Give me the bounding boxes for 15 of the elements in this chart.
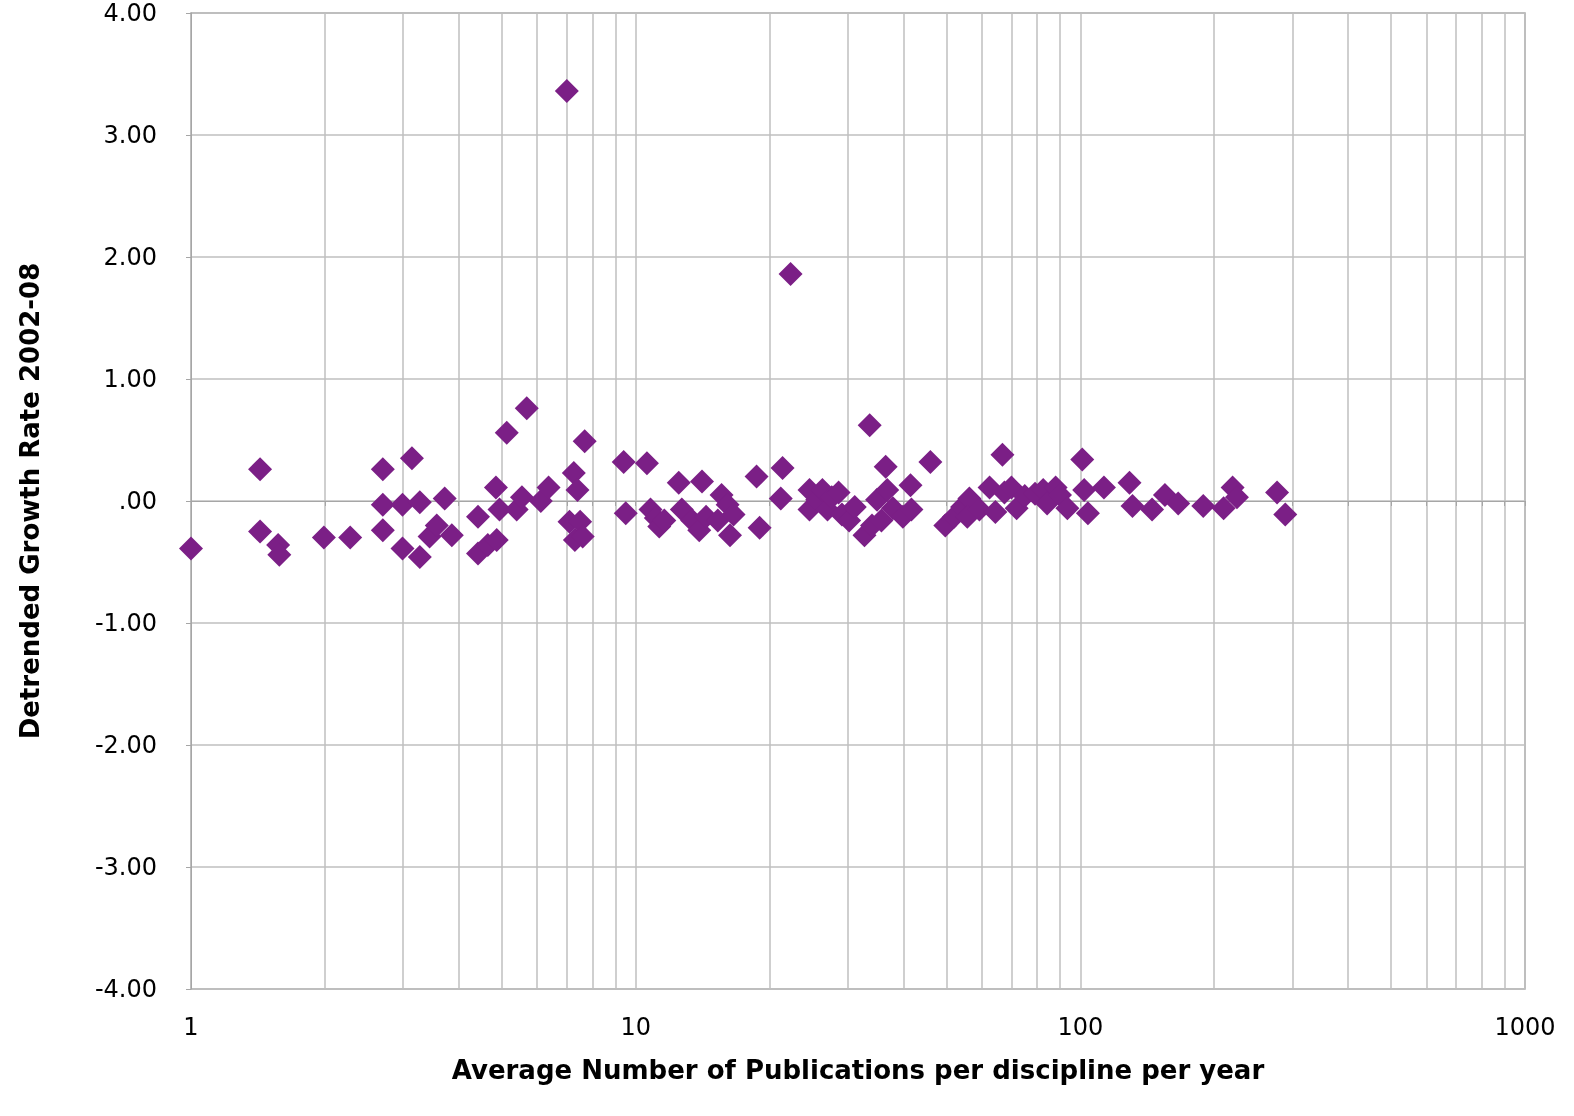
y-tick-label: 4.00 [103,0,157,27]
x-axis-title: Average Number of Publications per discipline per year [451,1055,1265,1085]
x-tick-label: 100 [1057,1013,1104,1041]
y-tick-label: -2.00 [94,731,157,759]
y-tick-label: -1.00 [94,609,157,637]
y-tick-label: 2.00 [103,243,157,271]
y-tick-label: 1.00 [103,365,157,393]
x-tick-label: 1 [183,1013,199,1041]
y-tick-label: .00 [118,487,157,515]
y-tick-label: 3.00 [103,121,157,149]
y-tick-label: -3.00 [94,853,157,881]
y-axis-title: Detrended Growth Rate 2002-08 [15,262,45,740]
y-tick-label: -4.00 [94,975,157,1003]
x-tick-label: 10 [620,1013,651,1041]
x-tick-label: 1000 [1494,1013,1556,1041]
